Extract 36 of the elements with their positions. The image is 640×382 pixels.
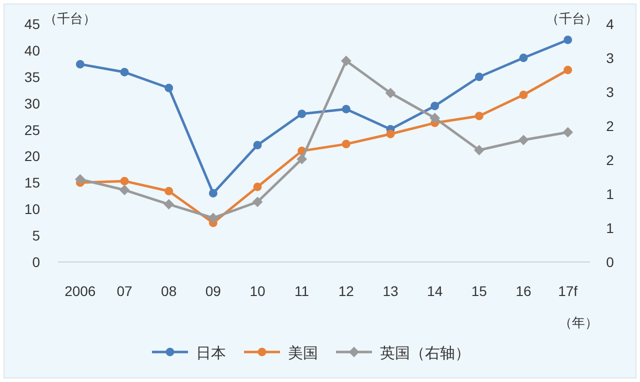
y2-tick-label: 1 bbox=[606, 220, 614, 236]
y-tick-label: 25 bbox=[24, 122, 40, 138]
y-tick-label: 45 bbox=[24, 16, 40, 32]
legend-label: 英国（右轴） bbox=[380, 345, 470, 362]
y2-tick-label: 4 bbox=[606, 16, 614, 32]
y2-tick-label: 2 bbox=[606, 152, 614, 168]
y-tick-label: 40 bbox=[24, 42, 40, 58]
x-axis-title: （年） bbox=[559, 315, 598, 330]
y-axis-title: （千台） bbox=[44, 11, 96, 26]
y-tick-label: 5 bbox=[32, 228, 40, 244]
y2-axis-title: （千台） bbox=[546, 11, 598, 26]
x-tick-label: 11 bbox=[294, 283, 310, 299]
y2-tick-label: 2 bbox=[606, 118, 614, 134]
y-tick-label: 20 bbox=[24, 148, 40, 164]
y-tick-label: 15 bbox=[24, 174, 40, 191]
x-tick-label: 09 bbox=[205, 283, 222, 299]
x-tick-label: 13 bbox=[382, 283, 398, 299]
y2-tick-label: 3 bbox=[606, 50, 614, 66]
y-tick-label: 0 bbox=[32, 254, 40, 270]
legend-label: 美国 bbox=[288, 345, 318, 362]
y2-tick-label: 0 bbox=[606, 254, 614, 270]
y2-tick-label: 1 bbox=[606, 186, 614, 202]
x-tick-label: 17f bbox=[558, 283, 578, 299]
x-tick-label: 15 bbox=[471, 283, 488, 299]
y-tick-label: 35 bbox=[24, 68, 40, 85]
y-tick-label: 30 bbox=[24, 95, 40, 112]
x-tick-label: 08 bbox=[161, 283, 177, 299]
x-tick-label: 16 bbox=[516, 283, 532, 299]
x-tick-label: 12 bbox=[338, 283, 354, 299]
y-tick-label: 10 bbox=[24, 201, 40, 218]
x-tick-label: 07 bbox=[116, 283, 132, 299]
y2-tick-label: 3 bbox=[606, 84, 614, 100]
legend-label: 日本 bbox=[196, 345, 226, 362]
x-tick-label: 14 bbox=[427, 283, 443, 299]
x-tick-label: 2006 bbox=[64, 283, 96, 299]
x-tick-label: 10 bbox=[250, 283, 266, 299]
